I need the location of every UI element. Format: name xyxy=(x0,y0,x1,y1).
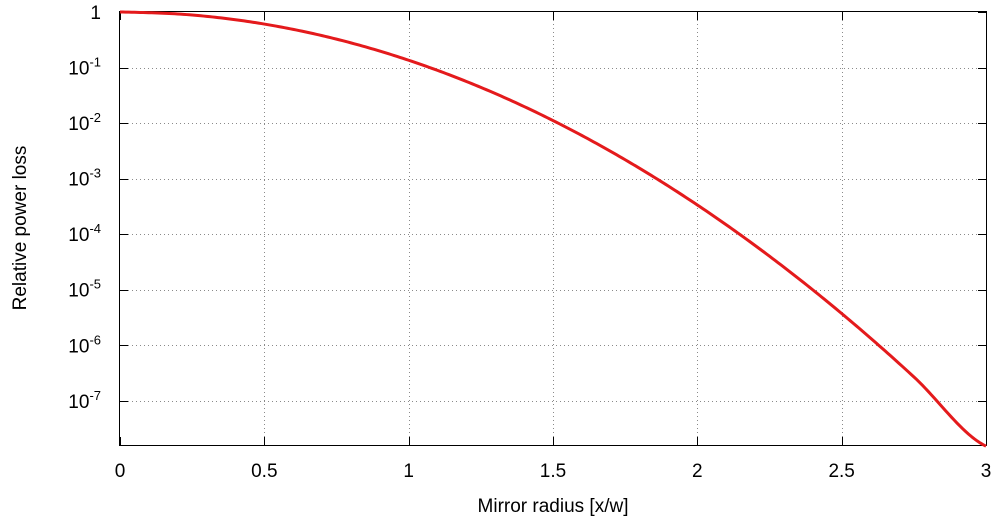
y-tick-base: 10 xyxy=(68,59,89,80)
x-tick-label: 0.5 xyxy=(251,461,277,482)
axis-ticks xyxy=(120,12,987,445)
y-tick-base: 1 xyxy=(90,3,101,24)
y-tick-exponent: -5 xyxy=(89,277,101,292)
y-tick-label: 10-4 xyxy=(68,221,101,246)
y-tick-label: 10-6 xyxy=(68,332,101,357)
x-tick-labels: 0 0.5 1 1.5 2 2.5 3 xyxy=(115,461,992,482)
x-tick-label: 2 xyxy=(692,461,703,482)
x-tick-label: 3 xyxy=(981,461,992,482)
y-tick-labels: 110-110-210-310-410-510-610-7 xyxy=(68,3,101,413)
y-tick-exponent: -4 xyxy=(89,221,101,236)
x-tick-label: 0 xyxy=(115,461,126,482)
y-tick-base: 10 xyxy=(68,225,89,246)
y-tick-label: 10-7 xyxy=(68,388,101,413)
x-axis-label: Mirror radius [x/w] xyxy=(478,496,629,517)
x-tick-label: 2.5 xyxy=(828,461,854,482)
y-axis-label: Relative power loss xyxy=(10,146,31,311)
series-layer xyxy=(119,10,987,448)
series-line xyxy=(119,10,987,448)
y-tick-base: 10 xyxy=(68,336,89,357)
y-tick-label: 10-5 xyxy=(68,277,101,302)
x-tick-label: 1 xyxy=(403,461,414,482)
y-tick-exponent: -1 xyxy=(89,55,101,70)
y-tick-label: 10-2 xyxy=(68,110,101,135)
y-tick-base: 10 xyxy=(68,170,89,191)
y-tick-label: 10-3 xyxy=(68,166,101,191)
grid-lines xyxy=(120,12,986,445)
y-tick-base: 10 xyxy=(68,392,89,413)
y-tick-base: 10 xyxy=(68,281,89,302)
y-tick-exponent: -2 xyxy=(89,110,101,125)
x-tick-label: 1.5 xyxy=(540,461,566,482)
y-tick-label: 10-1 xyxy=(68,55,101,80)
y-tick-label: 1 xyxy=(90,3,101,24)
y-tick-exponent: -3 xyxy=(89,166,101,181)
y-tick-base: 10 xyxy=(68,114,89,135)
y-tick-exponent: -7 xyxy=(89,388,101,403)
plot-frame xyxy=(119,11,987,446)
y-tick-exponent: -6 xyxy=(89,332,101,347)
